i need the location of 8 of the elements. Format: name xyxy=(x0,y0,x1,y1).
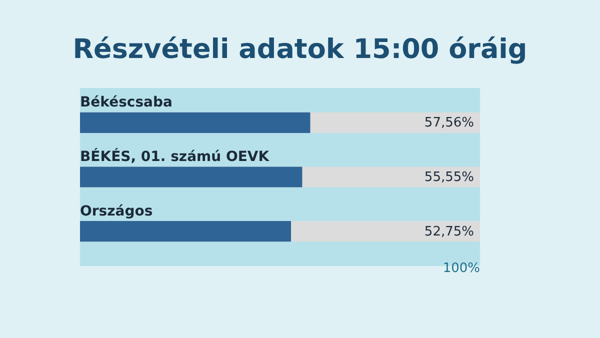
data-label: 55,55% xyxy=(424,170,474,185)
chart-title: Részvételi adatok 15:00 óráig xyxy=(72,34,528,65)
data-label: 57,56% xyxy=(424,116,474,131)
data-label: 52,75% xyxy=(424,224,474,240)
annotation: 100% xyxy=(442,261,480,276)
y-tick-label: Békéscsaba xyxy=(80,94,172,111)
y-tick-label: BÉKÉS, 01. számú OEVK xyxy=(80,148,270,165)
y-tick-label: Országos xyxy=(80,203,153,220)
